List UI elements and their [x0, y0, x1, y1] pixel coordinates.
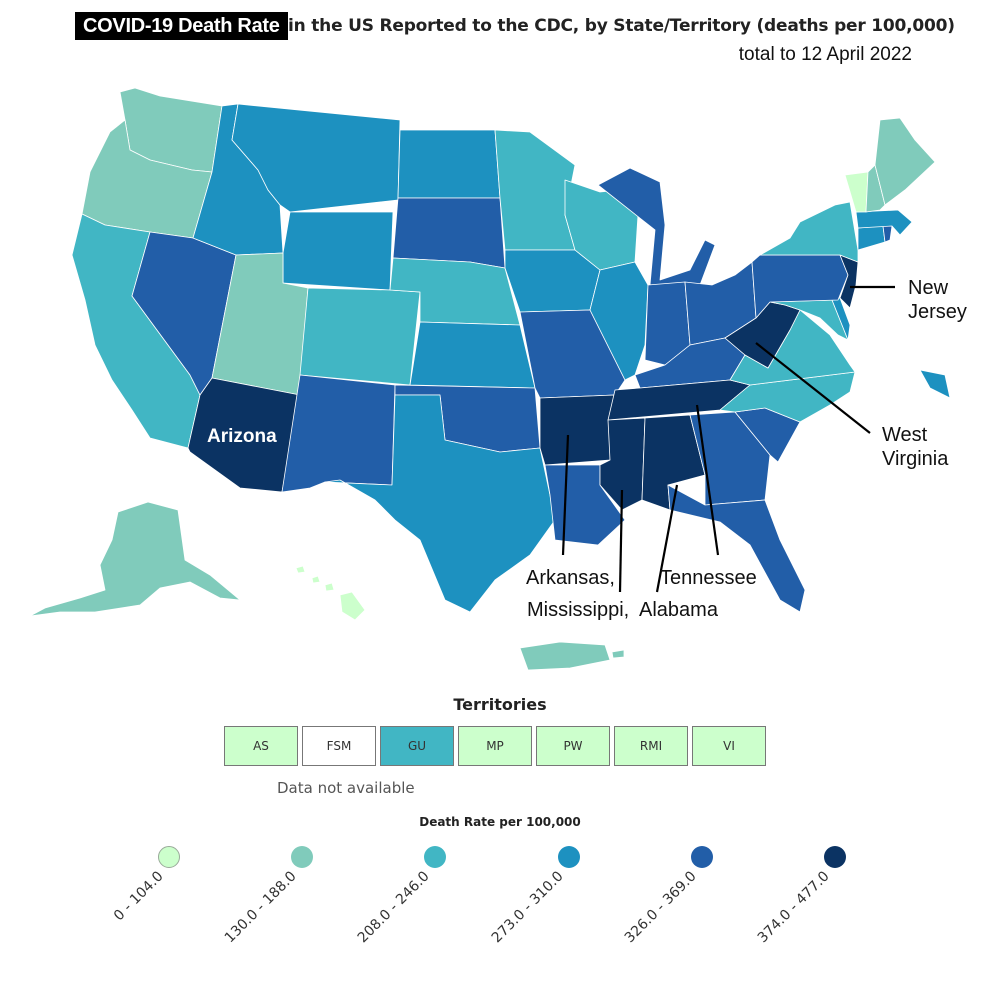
state-massachusetts[interactable] — [855, 209, 913, 236]
territory-vi-shape[interactable] — [611, 649, 625, 659]
state-dc-shape[interactable] — [919, 369, 951, 399]
state-colorado[interactable] — [299, 287, 421, 386]
state-new-york[interactable] — [759, 201, 859, 263]
page-subtitle: total to 12 April 2022 — [738, 44, 912, 65]
legend-title: Death Rate per 100,000 — [419, 815, 581, 829]
legend-dot-6[interactable] — [824, 846, 846, 868]
label-west-virginia-line2: Virginia — [882, 448, 949, 470]
state-maine[interactable] — [874, 117, 936, 206]
territory-box-fsm[interactable]: FSM — [302, 726, 376, 766]
legend-dot-1[interactable] — [158, 846, 180, 868]
state-alaska[interactable] — [29, 501, 241, 617]
label-west-virginia: West Virginia — [882, 423, 948, 471]
label-new-jersey: New Jersey — [908, 276, 967, 324]
legend-dot-3[interactable] — [424, 846, 447, 868]
legend-dot-2[interactable] — [291, 846, 314, 868]
legend-label-1: 0 - 104.0 — [110, 868, 167, 925]
page-title: in the US Reported to the CDC, by State/… — [288, 16, 955, 36]
territory-box-rmi[interactable]: RMI — [614, 726, 688, 766]
state-south-dakota[interactable] — [392, 197, 506, 269]
label-alabama: Alabama — [639, 599, 718, 621]
territory-puerto-rico[interactable] — [519, 641, 611, 671]
label-mississippi: Mississippi, — [527, 599, 630, 621]
state-kansas[interactable] — [409, 321, 536, 389]
label-new-jersey-line2: Jersey — [908, 301, 967, 323]
state-connecticut[interactable] — [857, 225, 886, 251]
legend-label-3: 208.0 - 246.0 — [355, 868, 434, 947]
territories-title: Territories — [453, 695, 547, 714]
us-map — [29, 87, 951, 671]
annotation-lines — [561, 285, 895, 593]
state-minnesota[interactable] — [494, 129, 576, 251]
legend-dot-5[interactable] — [690, 846, 713, 868]
state-new-hampshire[interactable] — [865, 164, 886, 213]
legend-label-2: 130.0 - 188.0 — [221, 868, 300, 947]
territory-box-gu[interactable]: GU — [380, 726, 454, 766]
label-arizona: Arizona — [207, 426, 277, 447]
state-new-mexico[interactable] — [281, 374, 396, 493]
label-arkansas: Arkansas, — [526, 567, 615, 589]
state-hawaii[interactable] — [295, 565, 366, 621]
state-arkansas[interactable] — [539, 394, 616, 466]
legend-label-4: 273.0 - 310.0 — [488, 868, 567, 947]
state-rhode-island[interactable] — [882, 225, 893, 243]
territory-box-vi[interactable]: VI — [692, 726, 766, 766]
label-west-virginia-line1: West — [882, 424, 928, 446]
territory-box-mp[interactable]: MP — [458, 726, 532, 766]
state-north-dakota[interactable] — [397, 129, 501, 199]
legend-dot-4[interactable] — [557, 846, 580, 868]
territory-box-as[interactable]: AS — [224, 726, 298, 766]
legend-label-6: 374.0 - 477.0 — [754, 868, 833, 947]
state-michigan[interactable] — [597, 167, 716, 286]
state-texas[interactable] — [324, 394, 556, 613]
territory-box-pw[interactable]: PW — [536, 726, 610, 766]
label-tennessee: Tennessee — [660, 567, 757, 589]
title-badge: COVID-19 Death Rate — [75, 12, 288, 40]
territories-note: Data not available — [277, 779, 415, 797]
territories-row: AS FSM GU MP PW RMI VI — [224, 726, 766, 766]
state-wyoming[interactable] — [282, 211, 394, 291]
state-florida[interactable] — [667, 484, 806, 613]
state-iowa[interactable] — [504, 249, 601, 313]
label-new-jersey-line1: New — [908, 277, 949, 299]
legend-label-5: 326.0 - 369.0 — [621, 868, 700, 947]
